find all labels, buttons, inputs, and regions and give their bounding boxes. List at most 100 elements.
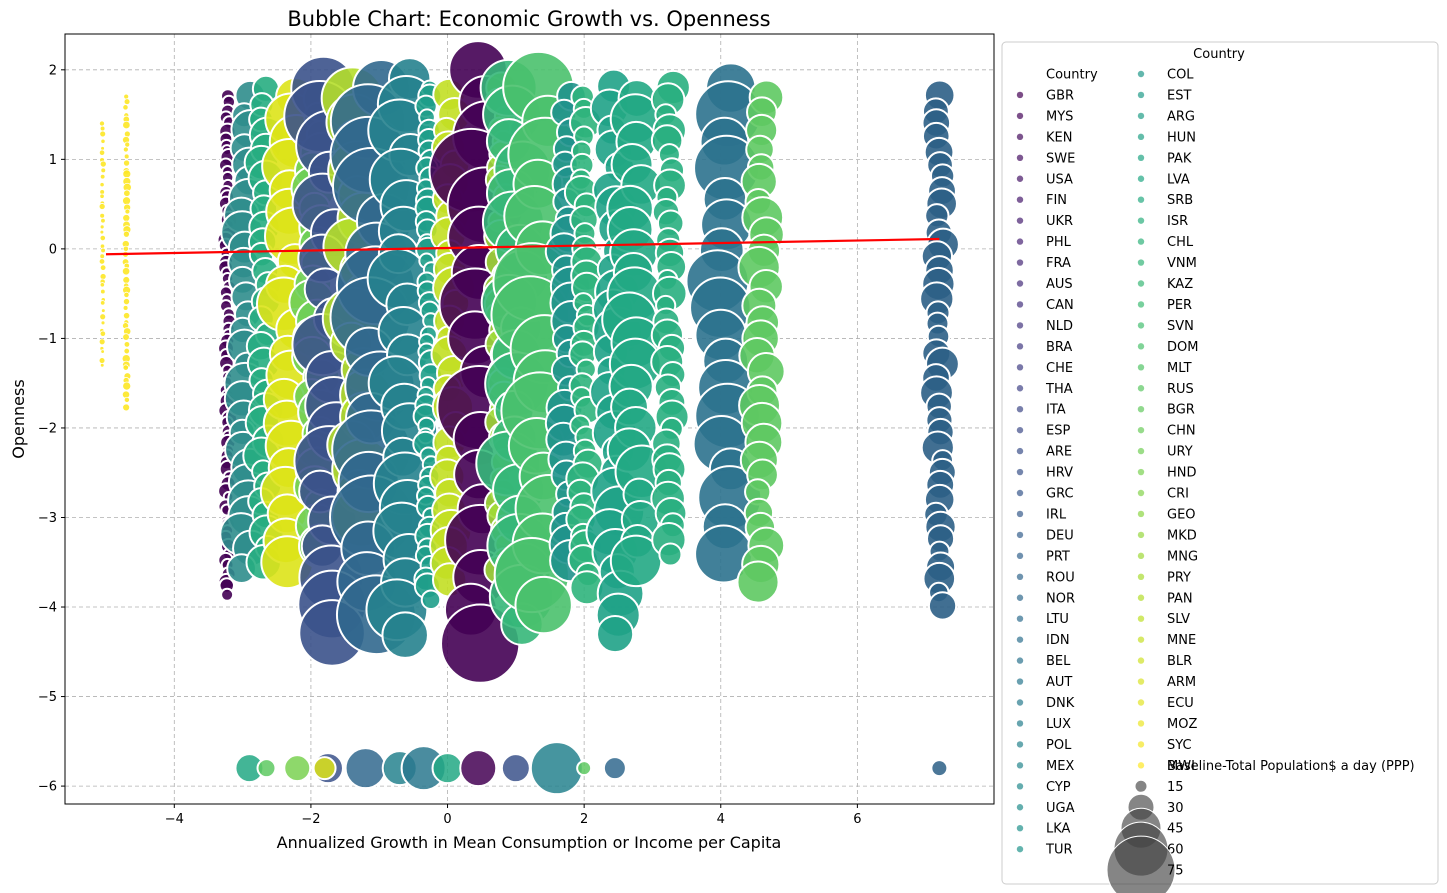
bubble-layer [98,40,960,796]
bubble [658,542,683,567]
y-tick-label: −1 [38,332,57,347]
bubble [122,298,131,306]
legend-marker [1016,322,1024,329]
legend-label: MYS [1046,109,1073,124]
legend-label: ECU [1167,696,1194,711]
bubble [99,182,105,188]
bubble [529,741,584,796]
legend-marker [1137,699,1145,706]
bubble [123,341,131,348]
legend-marker [1016,196,1024,203]
legend-label: EST [1167,88,1191,103]
legend-marker [1137,468,1145,476]
legend-label: COL [1167,68,1194,83]
legend-label: BGR [1167,403,1195,418]
legend-label: MLT [1167,361,1192,376]
bubble [99,212,106,219]
legend-marker [1137,343,1145,350]
legend-size-marker [1106,835,1176,893]
bubble [124,208,131,215]
y-tick-label: −2 [38,421,57,436]
legend-label: SWE [1046,151,1075,166]
legend-label: HND [1167,466,1197,481]
y-tick-label: −6 [38,780,57,795]
legend-label: CRI [1167,487,1189,502]
bubble [930,759,949,778]
legend-marker [1016,804,1024,811]
legend-marker [1137,510,1145,518]
bubble [312,756,337,781]
legend-label: SRB [1167,193,1193,208]
legend-marker [1137,636,1145,643]
bubble [122,196,132,206]
bubble [122,305,129,311]
legend-label: PAK [1167,151,1192,166]
bubble [99,282,105,288]
legend-hue-title: Country [1046,68,1098,83]
legend-label: DEU [1046,528,1074,543]
legend-size-label: 45 [1167,822,1184,837]
legend-label: CHE [1046,361,1073,376]
legend-label: KAZ [1167,277,1193,292]
legend-label: MNE [1167,633,1196,648]
bubble [256,758,277,779]
bubble [100,138,106,144]
legend-marker [1016,594,1024,601]
bubble [99,173,106,180]
bubble [99,224,105,230]
y-tick-label: 0 [49,242,57,257]
bubble [99,362,105,368]
legend-label: ESP [1046,424,1070,439]
legend-marker [1016,825,1024,832]
legend-label: ARM [1167,675,1196,690]
bubble [122,214,131,223]
bubble [100,320,106,326]
bubble [122,230,130,238]
legend-marker [1137,720,1145,727]
bubble [122,312,131,320]
legend-label: LTU [1046,612,1069,627]
legend-marker [1137,552,1145,560]
legend-marker [1016,636,1024,643]
legend-label: AUS [1046,277,1073,292]
plot-frame [64,33,995,805]
legend-marker [1016,91,1024,99]
legend-marker [1137,280,1145,287]
legend-label: ARG [1167,109,1195,124]
legend-marker [1016,426,1024,434]
bubble [123,98,131,105]
legend-marker [1016,385,1024,392]
legend-box [1001,41,1439,885]
legend-label: CHL [1167,235,1194,250]
bubble [927,591,958,621]
legend-label: CYP [1046,780,1071,795]
legend-label: GEO [1167,507,1196,522]
bubble [122,146,129,153]
legend-marker [1016,238,1024,245]
legend-label: SLV [1167,612,1190,627]
bubble [122,276,131,284]
legend-label: PHL [1046,235,1072,250]
legend-size-marker [1134,779,1148,793]
bubble [576,760,593,777]
bubble [98,203,106,210]
bubble [220,587,235,602]
legend-label: MOZ [1167,717,1197,732]
legend-marker [1016,468,1024,476]
legend-marker [1137,217,1145,224]
x-tick-label: 2 [580,812,588,827]
legend-label: ROU [1046,570,1075,585]
legend-marker [1137,91,1145,99]
legend-label: MNG [1167,549,1198,564]
bubble [500,753,531,784]
bubble [100,288,106,295]
bubble [98,357,106,364]
bubble [123,93,130,100]
legend-marker [1137,489,1145,497]
legend-label: DNK [1046,696,1075,711]
bubble [99,253,106,260]
bubble [459,749,498,788]
legend-marker [1137,175,1145,182]
legend-label: POL [1046,738,1072,753]
